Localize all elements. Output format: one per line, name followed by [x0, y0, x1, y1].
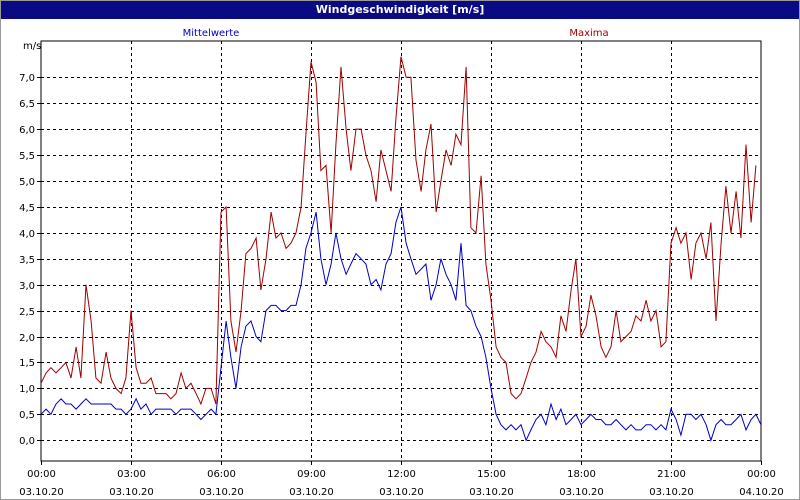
y-tick-label: 7,0 — [19, 73, 35, 84]
x-tick-date: 03.10.20 — [469, 487, 514, 498]
x-tick-time: 06:00 — [207, 469, 236, 480]
series-line-mittelwerte — [41, 206, 761, 442]
x-tick-date: 03.10.20 — [109, 487, 154, 498]
x-tick-time: 09:00 — [297, 469, 326, 480]
y-tick-label: 3,0 — [19, 281, 35, 292]
y-tick-label: 5,0 — [19, 177, 35, 188]
legend-maxima: Maxima — [569, 28, 608, 39]
x-tick-time: 03:00 — [117, 469, 146, 480]
x-tick-time: 00:00 — [27, 469, 56, 480]
x-tick-date: 03.10.20 — [199, 487, 244, 498]
x-tick-date: 03.10.20 — [379, 487, 424, 498]
x-tick-time: 18:00 — [567, 469, 596, 480]
x-tick-date: 03.10.20 — [19, 487, 64, 498]
x-tick-date: 04.10.20 — [739, 487, 784, 498]
series-line-maxima — [41, 56, 757, 406]
y-tick-label: 6,5 — [19, 99, 35, 110]
legend-mittelwerte: Mittelwerte — [183, 28, 240, 39]
y-tick-label: 0,5 — [19, 410, 35, 421]
x-tick-time: 00:00 — [747, 469, 776, 480]
x-tick-time: 15:00 — [477, 469, 506, 480]
x-tick-time: 12:00 — [387, 469, 416, 480]
y-tick-label: 5,5 — [19, 151, 35, 162]
grid-lines — [41, 41, 761, 461]
y-tick-label: 1,0 — [19, 384, 35, 395]
y-tick-label: 2,5 — [19, 307, 35, 318]
y-tick-label: 1,5 — [19, 358, 35, 369]
x-tick-date: 03.10.20 — [289, 487, 334, 498]
y-tick-label: 4,0 — [19, 229, 35, 240]
y-tick-label: 3,5 — [19, 255, 35, 266]
series-layer — [41, 56, 761, 442]
y-tick-label: 2,0 — [19, 333, 35, 344]
y-tick-label: 4,5 — [19, 203, 35, 214]
x-tick-date: 03.10.20 — [649, 487, 694, 498]
x-tick-time: 21:00 — [657, 469, 686, 480]
y-tick-label: 0,0 — [19, 436, 35, 447]
axes: 0,0 0,5 1,0 1,5 2,0 2,5 3,0 3,5 4,0 4,5 5,0 5,5 6,0 6… — [19, 40, 784, 498]
x-tick-date: 03.10.20 — [559, 487, 604, 498]
y-axis-label: m/s — [23, 41, 41, 52]
chart-title: Windgeschwindigkeit [m/s] — [1, 1, 799, 19]
y-tick-label: 6,0 — [19, 125, 35, 136]
